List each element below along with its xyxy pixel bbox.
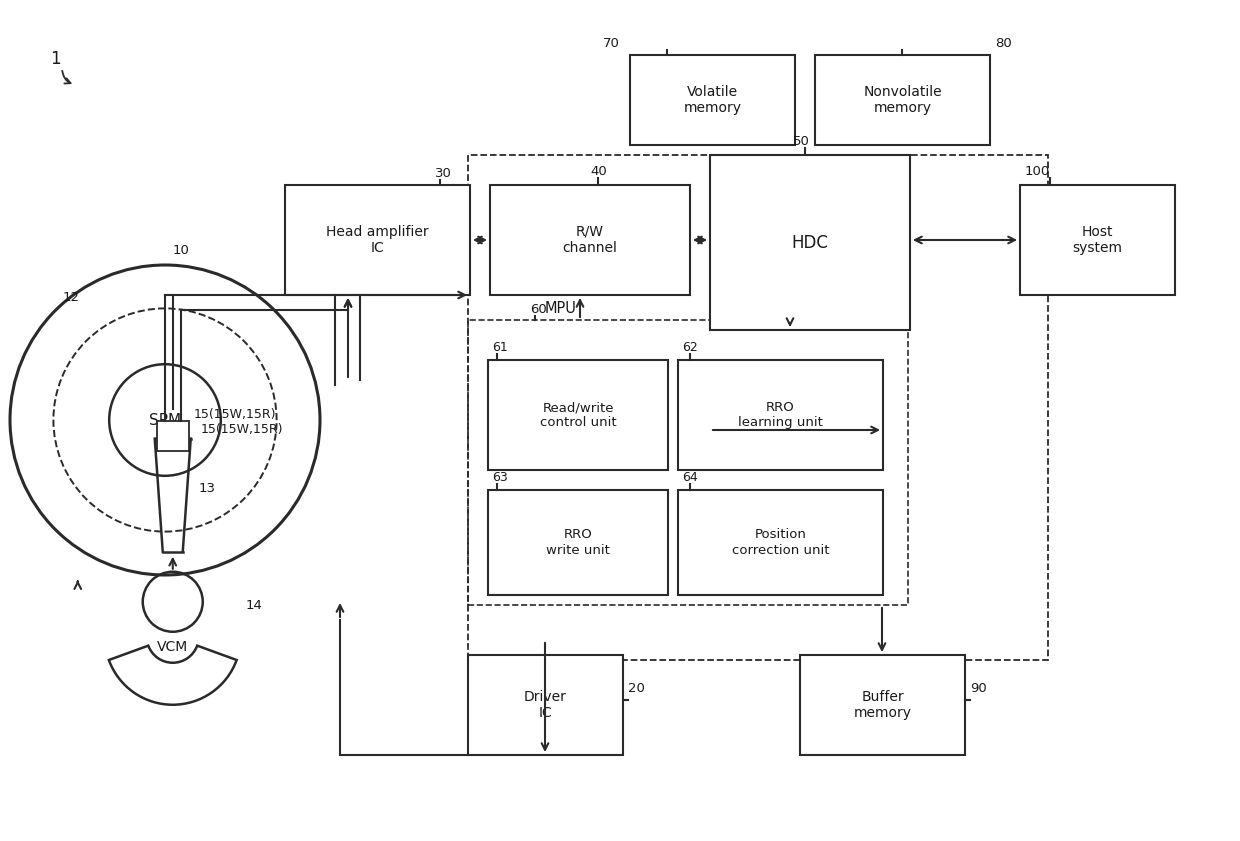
Text: Nonvolatile
memory: Nonvolatile memory [863,85,942,115]
Text: 100: 100 [1025,165,1050,178]
FancyBboxPatch shape [467,655,622,755]
Text: 40: 40 [590,165,606,178]
FancyBboxPatch shape [815,55,990,145]
Text: Volatile
memory: Volatile memory [683,85,742,115]
Text: 30: 30 [435,167,451,180]
FancyBboxPatch shape [630,55,795,145]
Text: 12: 12 [63,291,79,304]
Text: 60: 60 [529,303,547,316]
Text: VCM: VCM [157,640,188,653]
Text: R/W
channel: R/W channel [563,225,618,255]
Bar [156,420,188,451]
Text: 15(15W,15R): 15(15W,15R) [193,408,277,420]
FancyBboxPatch shape [490,185,689,295]
Text: Driver
IC: Driver IC [525,690,567,720]
Text: SPM: SPM [149,412,181,427]
Text: 61: 61 [492,341,507,354]
Text: MPU: MPU [546,301,577,316]
FancyBboxPatch shape [489,360,668,470]
Text: Host
system: Host system [1073,225,1122,255]
Text: 10: 10 [174,244,190,257]
Text: 80: 80 [994,37,1012,50]
FancyBboxPatch shape [678,490,883,595]
FancyBboxPatch shape [285,185,470,295]
Wedge shape [109,646,237,705]
FancyBboxPatch shape [711,155,910,330]
Text: Head amplifier
IC: Head amplifier IC [326,225,429,255]
Text: 14: 14 [246,599,263,611]
Text: 20: 20 [627,682,645,695]
Text: 70: 70 [603,37,620,50]
Text: RRO
write unit: RRO write unit [546,528,610,557]
Text: RRO
learning unit: RRO learning unit [738,401,823,429]
Text: HDC: HDC [791,234,828,251]
Text: Read/write
control unit: Read/write control unit [539,401,616,429]
Text: Buffer
memory: Buffer memory [853,690,911,720]
Text: 63: 63 [492,471,507,484]
Text: 1: 1 [50,50,61,68]
Text: Position
correction unit: Position correction unit [732,528,830,557]
FancyBboxPatch shape [489,490,668,595]
FancyBboxPatch shape [678,360,883,470]
FancyBboxPatch shape [800,655,965,755]
Text: 50: 50 [794,135,810,148]
Text: 13: 13 [198,482,216,495]
FancyBboxPatch shape [1021,185,1176,295]
Text: 15(15W,15R): 15(15W,15R) [201,422,283,436]
Text: 90: 90 [970,682,987,695]
Text: 64: 64 [682,471,698,484]
Text: 62: 62 [682,341,698,354]
